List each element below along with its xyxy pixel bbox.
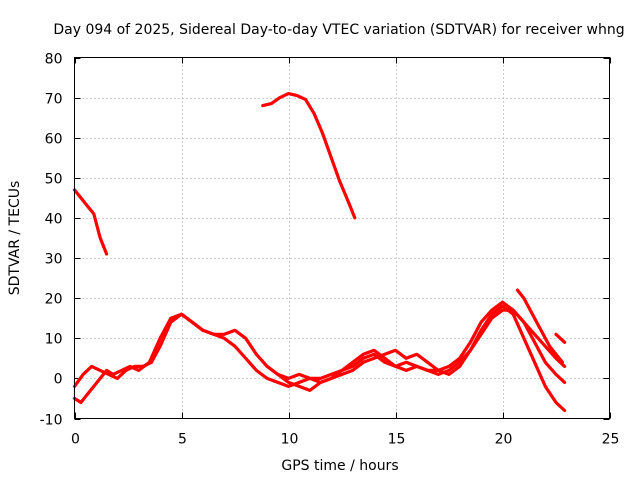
y-tick-label: -10 [40,413,63,429]
y-tick-label: 10 [45,332,63,348]
y-tick-label: 40 [45,212,63,228]
x-axis-label: GPS time / hours [281,458,398,474]
plot-series [72,91,567,413]
series-line-arc-a [72,188,109,256]
series-line-arc-f [515,288,565,364]
y-tick-label: 20 [45,292,63,308]
series-line-arc-e [265,300,567,392]
y-tick-label: 0 [54,372,63,388]
x-tick-label: 15 [388,432,406,448]
y-tick-label: 50 [45,172,63,188]
x-tick-label: 0 [71,432,80,448]
x-tick-label: 10 [281,432,299,448]
y-tick-label: 80 [45,52,63,68]
chart-title: Day 094 of 2025, Sidereal Day-to-day VTE… [53,22,624,38]
series-line-arc-d [72,308,567,388]
axis-ticks: -10 0 10 20 30 40 50 60 70 80 0 5 10 15 20 25 [40,52,620,448]
y-tick-label: 30 [45,252,63,268]
y-axis-label: SDTVAR / TECUs [7,181,23,296]
x-tick-label: 20 [495,432,513,448]
grid [74,57,610,419]
series-line-arc-b [261,91,357,220]
series-line-arc-g [554,332,567,344]
plot-frame [74,57,610,419]
x-tick-label: 25 [602,432,620,448]
y-tick-label: 70 [45,92,63,108]
y-tick-label: 60 [45,132,63,148]
x-tick-label: 5 [178,432,187,448]
